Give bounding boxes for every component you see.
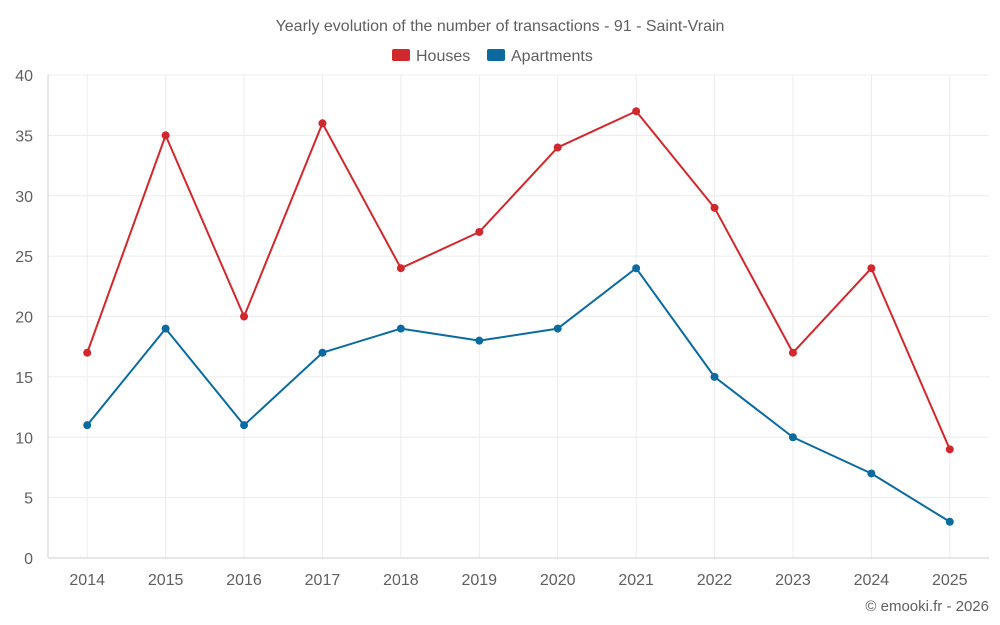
data-point-houses-2019 <box>475 227 484 236</box>
x-tick-label-2024: 2024 <box>854 572 890 589</box>
data-point-houses-2024 <box>867 264 876 273</box>
data-point-houses-2017 <box>318 119 327 128</box>
y-tick-label-20: 20 <box>15 310 33 327</box>
data-point-apartments-2023 <box>788 433 797 442</box>
credit: © emooki.fr - 2026 <box>865 598 989 615</box>
x-tick-label-2025: 2025 <box>932 572 968 589</box>
series-line-apartments <box>86 267 951 523</box>
y-tick-label-0: 0 <box>24 551 33 568</box>
x-tick-label-2016: 2016 <box>226 572 262 589</box>
x-tick-label-2014: 2014 <box>69 572 105 589</box>
y-tick-label-15: 15 <box>15 370 33 387</box>
y-axis: 0 5 10 15 20 25 30 35 40 <box>15 68 33 568</box>
x-tick-label-2021: 2021 <box>618 572 654 589</box>
y-tick-label-5: 5 <box>24 491 33 508</box>
data-point-apartments-2021 <box>632 264 641 273</box>
data-point-apartments-2016 <box>240 421 249 430</box>
y-tick-label-10: 10 <box>15 430 33 447</box>
data-point-houses-2020 <box>553 143 562 152</box>
data-point-apartments-2014 <box>83 421 92 430</box>
data-point-apartments-2020 <box>553 324 562 333</box>
y-tick-label-40: 40 <box>15 68 33 85</box>
x-axis: 2014 2015 2016 2017 2018 2019 2020 2021 2022 2023… <box>69 572 967 589</box>
legend-label-apartments: Apartments <box>511 48 593 65</box>
data-point-apartments-2015 <box>161 324 170 333</box>
y-tick-label-25: 25 <box>15 249 33 266</box>
chart-title: Yearly evolution of the number of transa… <box>276 18 725 35</box>
grid <box>47 74 989 559</box>
x-tick-label-2015: 2015 <box>148 572 184 589</box>
y-tick-label-35: 35 <box>15 128 33 145</box>
x-tick-label-2019: 2019 <box>461 572 497 589</box>
data-point-houses-2021 <box>632 107 641 116</box>
legend-swatch-apartments <box>487 49 505 61</box>
data-point-houses-2023 <box>788 348 797 357</box>
data-point-houses-2015 <box>161 131 170 140</box>
data-point-houses-2022 <box>710 203 719 212</box>
x-tick-label-2018: 2018 <box>383 572 419 589</box>
data-point-apartments-2017 <box>318 348 327 357</box>
data-point-houses-2014 <box>83 348 92 357</box>
legend-label-houses: Houses <box>416 48 470 65</box>
data-point-houses-2018 <box>396 264 405 273</box>
data-point-apartments-2022 <box>710 372 719 381</box>
x-tick-label-2017: 2017 <box>305 572 341 589</box>
data-point-houses-2016 <box>240 312 249 321</box>
y-tick-label-30: 30 <box>15 189 33 206</box>
series-line-houses <box>86 110 951 450</box>
series-layer <box>83 107 954 526</box>
data-point-apartments-2024 <box>867 469 876 478</box>
data-point-apartments-2025 <box>945 517 954 526</box>
legend: Houses Apartments <box>392 48 593 65</box>
legend-swatch-houses <box>392 49 410 61</box>
data-point-apartments-2019 <box>475 336 484 345</box>
data-point-apartments-2018 <box>396 324 405 333</box>
x-tick-label-2023: 2023 <box>775 572 811 589</box>
x-tick-label-2022: 2022 <box>697 572 733 589</box>
data-point-houses-2025 <box>945 445 954 454</box>
x-tick-label-2020: 2020 <box>540 572 576 589</box>
